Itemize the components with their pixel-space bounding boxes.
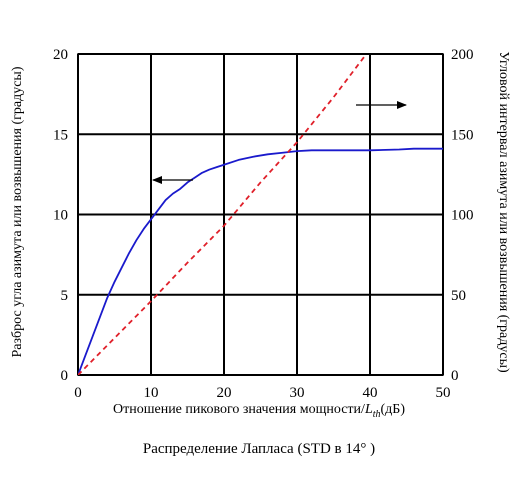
x-axis-label: Отношение пикового значения мощности/Lth…: [113, 402, 405, 420]
y-left-tick-label-0: 0: [61, 368, 69, 384]
x-axis-label-text: Отношение пикового значения мощности/: [113, 402, 365, 417]
x-tick-label-5: 50: [436, 385, 451, 401]
dashed-series-line: [78, 54, 368, 375]
y-right-tick-label-3: 150: [451, 127, 474, 143]
y-right-axis-label: Угловой интервал азимута или возвышения …: [496, 51, 511, 373]
y-right-tick-label-0: 0: [451, 368, 459, 384]
grid: [77, 53, 444, 376]
y-left-tick-label-4: 20: [53, 47, 68, 63]
y-left-axis-label: Разброс угла азимута или возвышения (гра…: [10, 66, 25, 357]
y-right-tick-label-2: 100: [451, 208, 474, 224]
x-axis-label-subscript: th: [373, 409, 381, 420]
x-tick-label-3: 30: [290, 385, 305, 401]
x-axis-label-unit: (дБ): [381, 402, 406, 417]
y-left-tick-label-2: 10: [53, 208, 68, 224]
x-axis-ticks: 0 10 20 30 40 50: [74, 385, 450, 401]
x-tick-label-4: 40: [363, 385, 378, 401]
y-left-tick-label-1: 5: [61, 288, 69, 304]
chart-caption: Распределение Лапласа (STD в 14° ): [143, 441, 375, 457]
x-tick-label-2: 20: [217, 385, 232, 401]
y-left-tick-label-3: 15: [53, 127, 68, 143]
y-right-tick-label-4: 200: [451, 47, 474, 63]
x-axis-label-math: L: [364, 402, 373, 417]
x-tick-label-0: 0: [74, 385, 82, 401]
x-tick-label-1: 10: [144, 385, 159, 401]
y-right-axis-ticks: 0 50 100 150 200: [451, 47, 474, 384]
y-left-axis-ticks: 0 5 10 15 20: [53, 47, 68, 384]
plot-frame: [77, 53, 444, 376]
y-right-tick-label-1: 50: [451, 288, 466, 304]
